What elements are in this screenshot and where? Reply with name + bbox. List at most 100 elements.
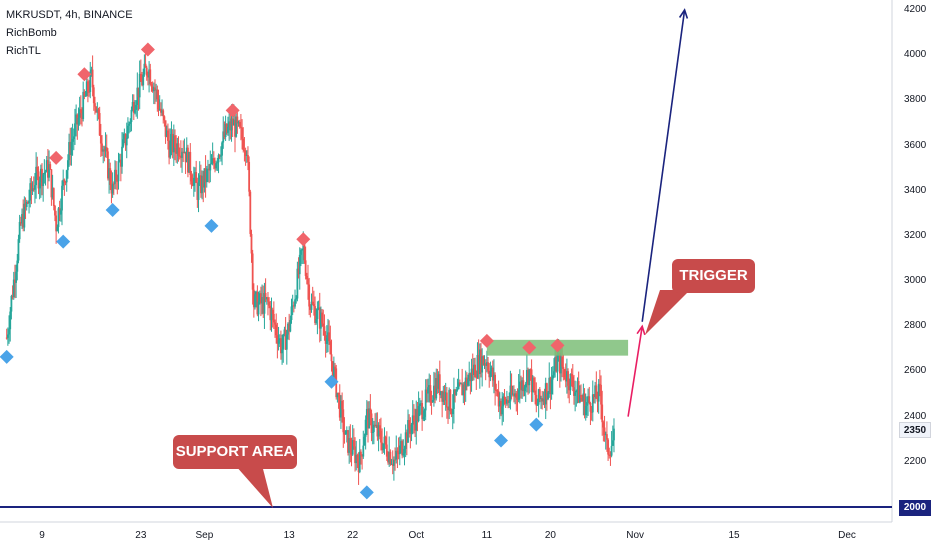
candle-body [342,409,345,433]
candle-body [410,424,413,434]
candle-body [525,369,528,384]
candle-body [414,420,416,431]
candle-body [372,424,375,432]
candle-body [159,108,162,113]
candle-body [316,309,319,320]
trigger-callout[interactable]: TRIGGER [672,259,755,293]
candle-body [349,438,352,451]
candle-body [11,296,14,298]
candle-body [454,389,456,395]
candle-body [613,428,615,441]
candle-body [56,227,59,232]
candle-body [473,364,475,375]
candle-body [214,163,216,169]
indicator-richbomb[interactable]: RichBomb [6,27,57,39]
candle-body [42,174,45,187]
candle-body [510,385,513,395]
candle-body [54,205,56,216]
candle-body [84,95,87,97]
candle-body [30,183,33,191]
candle-body [216,162,219,164]
candle-body [22,214,25,228]
top-signal-marker [49,150,64,165]
candle-body [104,147,107,152]
candle-body [183,151,186,153]
candle-body [529,369,532,371]
candle-body [263,292,266,314]
candle-body [574,392,577,396]
candle-body [378,425,381,431]
candle-body [437,374,440,389]
candle-body [161,110,163,113]
candle-body [118,159,121,162]
candle-body [188,151,191,173]
support-area-callout[interactable]: SUPPORT AREA [173,435,297,469]
candle-body [218,155,221,157]
candle-body [37,171,40,189]
candle-body [481,356,484,373]
candle-body [294,299,296,307]
candle-body [391,463,394,466]
candle-body [202,175,205,188]
candle-body [336,392,339,398]
candle-body [467,379,469,386]
candle-body [609,455,612,457]
candle-body [423,410,426,417]
candle-body [367,408,369,429]
candle-body [474,364,476,378]
candle-body [236,116,239,124]
candle-body [174,135,176,148]
candle-body [416,409,419,422]
candle-body [496,390,499,392]
indicator-richtl[interactable]: RichTL [6,45,41,57]
candle-body [39,168,42,183]
candle-body [247,154,249,162]
candle-body [79,109,82,114]
candle-body [197,182,200,200]
support-price-tag: 2000 [899,500,931,516]
candle-body [475,377,478,379]
bottom-signal-marker [204,218,219,233]
candle-body [584,405,587,416]
candle-body [254,294,256,308]
candle-body [102,149,105,152]
candle-body [209,163,212,171]
time-tick-label: 20 [544,530,556,541]
candle-body [157,99,160,110]
candle-body [150,84,153,87]
candle-body [554,356,557,372]
candle-body [544,383,547,405]
candle-body [81,113,83,120]
candle-body [476,354,479,378]
candle-body [9,311,12,330]
candle-body [38,182,41,189]
candle-body [292,305,295,307]
price-tick-label: 2600 [904,365,927,377]
candle-body [355,454,358,464]
candle-body [21,214,23,224]
candle-body [122,139,125,147]
candle-body [252,289,255,308]
candle-body [237,121,240,124]
candle-body [330,354,333,362]
time-tick-label: 15 [728,530,740,541]
candle-body [593,394,595,398]
candle-body [147,75,149,78]
candle-body [321,312,324,324]
callout-pointers [235,290,690,508]
candle-body [398,445,401,455]
price-tick-label: 4000 [904,49,927,61]
candle-body [92,87,95,104]
candle-body [318,307,321,329]
candle-body [424,389,427,411]
bottom-signal-marker [529,417,544,432]
candle-body [469,372,472,382]
candle-body [518,381,521,390]
candle-body [55,215,58,232]
candle-body [480,349,482,373]
candle-body [139,73,142,82]
candle-body [41,168,43,187]
candle-body [458,382,461,384]
